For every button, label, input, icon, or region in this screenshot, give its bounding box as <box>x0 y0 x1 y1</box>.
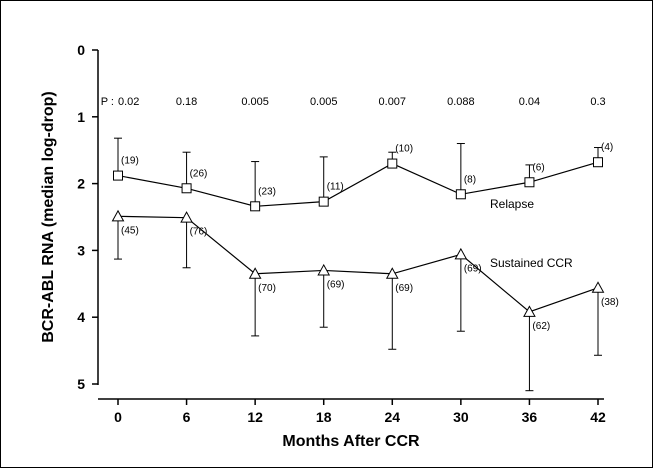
triangle-marker <box>111 209 125 222</box>
y-tick-label-4: 4 <box>77 309 85 325</box>
triangle-marker <box>523 305 536 317</box>
n-label-relapse: (10) <box>395 144 413 155</box>
x-tick-label-42: 42 <box>590 409 606 425</box>
p-value: 0.3 <box>590 96 605 108</box>
n-label-sustained-ccr: (69) <box>327 279 345 290</box>
n-label-relapse: (6) <box>532 162 544 173</box>
square-marker <box>387 158 398 169</box>
x-tick-label-36: 36 <box>522 409 538 425</box>
n-label-sustained-ccr: (69) <box>395 283 413 294</box>
series-lines <box>117 161 599 313</box>
x-tick-label-12: 12 <box>247 409 263 425</box>
n-label-sustained-ccr: (62) <box>532 321 550 332</box>
p-value: 0.088 <box>447 96 475 108</box>
p-value: 0.04 <box>519 96 540 108</box>
x-tick-label-18: 18 <box>316 409 332 425</box>
y-tick-label-2: 2 <box>77 176 85 192</box>
n-label-relapse: (8) <box>464 174 476 185</box>
n-label-relapse: (19) <box>121 156 139 167</box>
p-value: 0.02 <box>118 96 139 108</box>
triangle-marker <box>317 263 331 276</box>
p-value: 0.18 <box>176 96 197 108</box>
triangle-marker <box>591 281 605 293</box>
p-value-row: P : 0.02 0.18 0.005 0.005 0.007 0.088 0.04 0.3 <box>101 96 606 108</box>
y-tick-label-5: 5 <box>77 376 85 392</box>
y-tick-label-1: 1 <box>77 109 85 125</box>
n-label-relapse: (26) <box>190 168 208 179</box>
triangle-marker <box>248 267 262 279</box>
data-markers <box>111 157 605 317</box>
series-label-sustained-ccr: Sustained CCR <box>490 256 573 270</box>
x-axis-title: Months After CCR <box>282 433 420 450</box>
n-label-relapse: (11) <box>327 182 344 193</box>
x-tick-label-30: 30 <box>453 409 469 425</box>
square-marker <box>593 157 603 168</box>
p-value-prefix: P : <box>101 96 117 108</box>
p-value: 0.005 <box>310 96 338 108</box>
y-tick-label-0: 0 <box>77 42 85 58</box>
p-value: 0.005 <box>241 96 269 108</box>
x-tick-label-6: 6 <box>183 409 191 425</box>
square-marker <box>318 196 329 207</box>
n-label-sustained-ccr: (45) <box>121 225 139 236</box>
n-label-relapse: (23) <box>258 186 276 197</box>
triangle-marker <box>180 211 193 223</box>
square-marker <box>250 201 261 212</box>
n-label-sustained-ccr: (38) <box>601 297 619 308</box>
triangle-marker <box>385 267 399 279</box>
square-marker <box>524 177 535 188</box>
p-value: 0.007 <box>379 96 407 108</box>
square-marker <box>113 170 123 181</box>
y-tick-label-3: 3 <box>77 242 85 258</box>
square-marker <box>455 189 466 200</box>
n-label-sustained-ccr: (76) <box>190 227 208 238</box>
series-line-relapse <box>117 161 599 207</box>
n-label-sustained-ccr: (69) <box>464 263 482 274</box>
x-tick-label-0: 0 <box>114 409 122 425</box>
y-axis-title: BCR-ABL RNA (median log-drop) <box>40 91 57 343</box>
n-label-relapse: (4) <box>601 142 613 153</box>
triangle-marker <box>454 247 468 260</box>
sample-size-labels: (19) (26) (23) (11) (10) (8) (6) (4) (45) (76) (70… <box>121 142 619 332</box>
square-marker <box>181 183 192 194</box>
n-label-sustained-ccr: (70) <box>258 283 276 294</box>
series-line-sustained-ccr <box>117 215 599 313</box>
series-label-relapse: Relapse <box>490 197 534 211</box>
x-tick-label-24: 24 <box>384 409 400 425</box>
